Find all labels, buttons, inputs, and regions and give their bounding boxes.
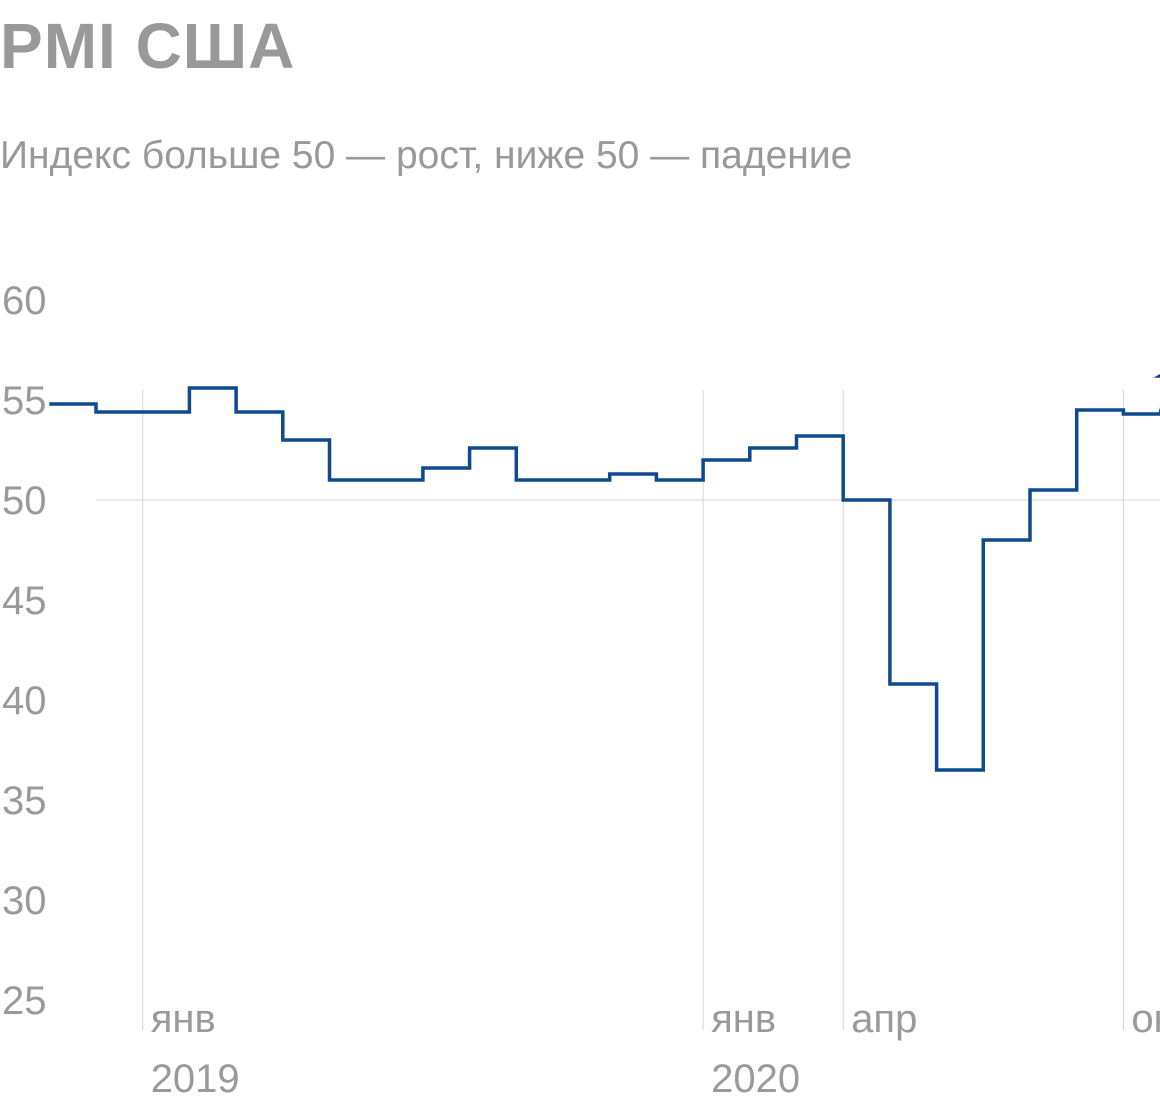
x-tick-month-label: янв <box>711 997 776 1041</box>
y-tick-label: 60 <box>2 279 47 323</box>
x-tick-month-label: янв <box>151 997 216 1041</box>
y-axis-labels: 60 55 50 45 40 35 30 25 <box>2 279 47 1023</box>
x-tick-month-label: апр <box>851 997 917 1041</box>
y-tick-label: 35 <box>2 779 47 823</box>
y-tick-label: 30 <box>2 879 47 923</box>
x-tick-year-label: 2020 <box>711 1057 800 1101</box>
y-tick-label: 25 <box>2 979 47 1023</box>
grid-layer <box>96 390 1160 1030</box>
x-tick-month-label: окт <box>1131 997 1160 1041</box>
series-line <box>49 342 1160 772</box>
chart-title: PMI США <box>0 10 296 82</box>
series-layer <box>49 342 1160 772</box>
y-tick-label: 55 <box>2 379 47 423</box>
x-tick-year-label: 2019 <box>151 1057 240 1101</box>
y-tick-label: 45 <box>2 579 47 623</box>
chart-subtitle: Индекс больше 50 — рост, ниже 50 — паден… <box>0 134 853 177</box>
x-axis-labels: янв 2019 янв 2020 апр окт <box>151 997 1160 1101</box>
y-tick-label: 50 <box>2 479 47 523</box>
y-tick-label: 40 <box>2 679 47 723</box>
